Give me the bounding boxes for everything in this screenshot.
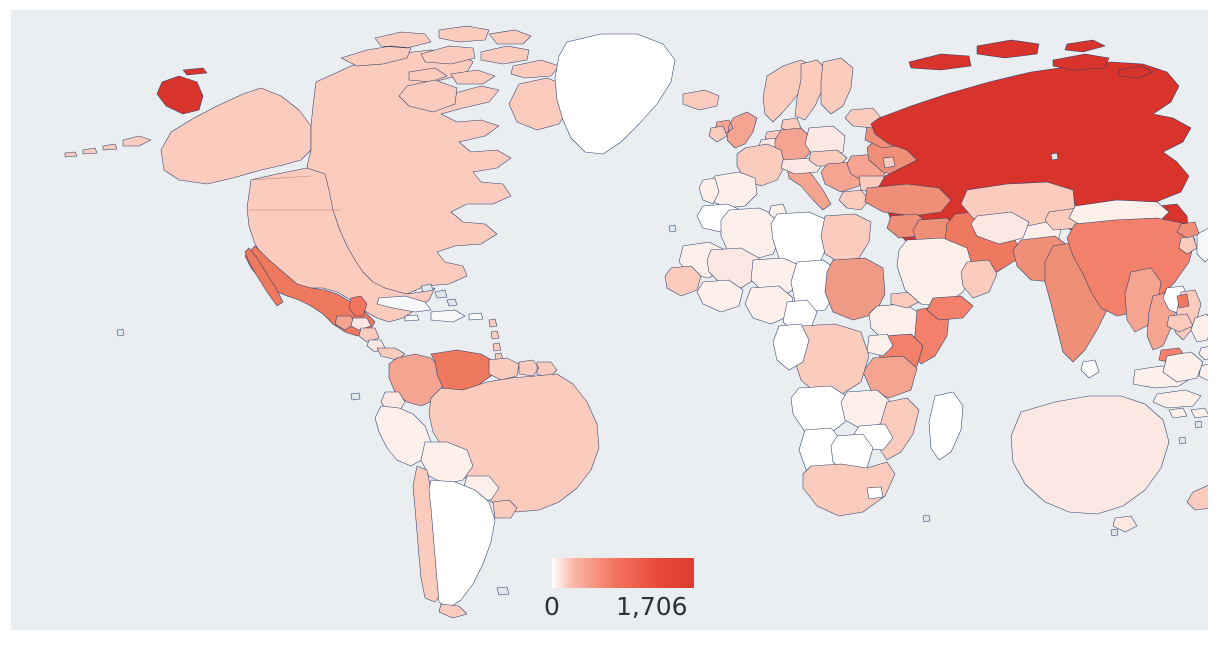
country-borneo[interactable] [1163, 352, 1203, 382]
country-australia[interactable] [1011, 396, 1169, 514]
country-haiti-dominican[interactable] [431, 310, 465, 322]
usa-canada-border [249, 175, 341, 211]
legend-colorbar[interactable] [552, 558, 694, 588]
galapagos[interactable] [351, 393, 360, 400]
world-map[interactable] [11, 10, 1208, 630]
country-iceland[interactable] [683, 90, 719, 110]
country-belize-yucatan[interactable] [349, 296, 367, 316]
indonesia-lesser-islands[interactable] [1169, 408, 1208, 418]
country-niger[interactable] [751, 258, 801, 296]
canada-victoria-island[interactable] [399, 80, 457, 112]
country-philippines[interactable] [1191, 314, 1208, 360]
country-portugal[interactable] [699, 178, 719, 204]
legend-tick-min: 0 [544, 592, 560, 621]
country-united-states-alaska[interactable] [161, 88, 311, 184]
aleutian-sliver-1[interactable] [183, 68, 207, 75]
country-senegal-guinea[interactable] [665, 266, 701, 296]
canada-arctic-islands[interactable] [341, 26, 559, 84]
country-gabon-congo[interactable] [773, 324, 809, 370]
legend-tick-max: 1,706 [616, 592, 688, 621]
country-libya[interactable] [771, 212, 829, 266]
country-oman-uae[interactable] [961, 260, 997, 298]
country-peru[interactable] [375, 406, 431, 466]
country-uruguay[interactable] [493, 500, 517, 518]
country-egypt[interactable] [821, 214, 871, 262]
colorbar-gradient [552, 558, 694, 588]
country-turkey[interactable] [865, 184, 951, 216]
country-nigeria[interactable] [745, 286, 793, 324]
country-colombia[interactable] [389, 354, 443, 406]
country-uganda[interactable] [867, 334, 893, 356]
country-alaska-outlier[interactable] [157, 76, 203, 114]
pacific-islands[interactable] [1111, 421, 1202, 536]
country-algeria[interactable] [721, 208, 781, 260]
bahamas[interactable] [421, 284, 457, 306]
country-cambodia[interactable] [1167, 314, 1193, 332]
country-finland[interactable] [821, 58, 853, 114]
country-yemen[interactable] [927, 296, 973, 320]
country-japan[interactable] [1197, 228, 1208, 262]
country-sweden[interactable] [795, 60, 827, 120]
country-norway[interactable] [763, 60, 813, 122]
country-moldova[interactable] [883, 157, 895, 168]
country-chad[interactable] [791, 260, 837, 312]
country-jamaica[interactable] [405, 315, 419, 321]
country-cuba[interactable] [377, 296, 431, 312]
aleutian-islands[interactable] [65, 136, 151, 157]
country-uzbekistan-turkmenistan[interactable] [971, 212, 1029, 244]
country-puerto-rico[interactable] [469, 313, 483, 320]
country-argentina[interactable] [429, 480, 495, 608]
country-madagascar[interactable] [929, 392, 963, 460]
country-taiwan[interactable] [1177, 294, 1189, 308]
country-sudan[interactable] [825, 258, 885, 320]
country-guyana-suriname[interactable] [489, 358, 557, 380]
baja-california[interactable] [245, 248, 283, 306]
country-greece[interactable] [839, 190, 869, 210]
lesser-antilles[interactable] [489, 319, 503, 361]
country-greenland[interactable] [555, 34, 675, 154]
country-angola[interactable] [791, 386, 849, 436]
country-sri-lanka[interactable] [1081, 360, 1099, 378]
country-tanzania[interactable] [863, 356, 917, 398]
map-plot-area[interactable]: 0 1,706 [11, 10, 1208, 630]
country-south-africa[interactable] [803, 462, 895, 516]
legend-tick-labels: 0 1,706 [511, 590, 771, 624]
country-guatemala[interactable] [335, 316, 355, 330]
country-ireland[interactable] [709, 126, 727, 142]
tierra-del-fuego[interactable] [439, 604, 467, 618]
scattered-islands[interactable] [117, 153, 1058, 522]
falkland-islands[interactable] [497, 587, 509, 595]
country-lesotho[interactable] [867, 487, 883, 499]
country-bolivia[interactable] [421, 442, 473, 484]
canada-baffin-island[interactable] [509, 78, 571, 130]
russia-arctic-islands[interactable] [909, 40, 1153, 78]
country-ivory-coast-ghana[interactable] [697, 280, 743, 312]
country-tasmania[interactable] [1113, 516, 1137, 532]
country-new-zealand[interactable] [1187, 462, 1208, 510]
country-north-korea[interactable] [1177, 222, 1199, 238]
country-mali[interactable] [707, 248, 759, 288]
